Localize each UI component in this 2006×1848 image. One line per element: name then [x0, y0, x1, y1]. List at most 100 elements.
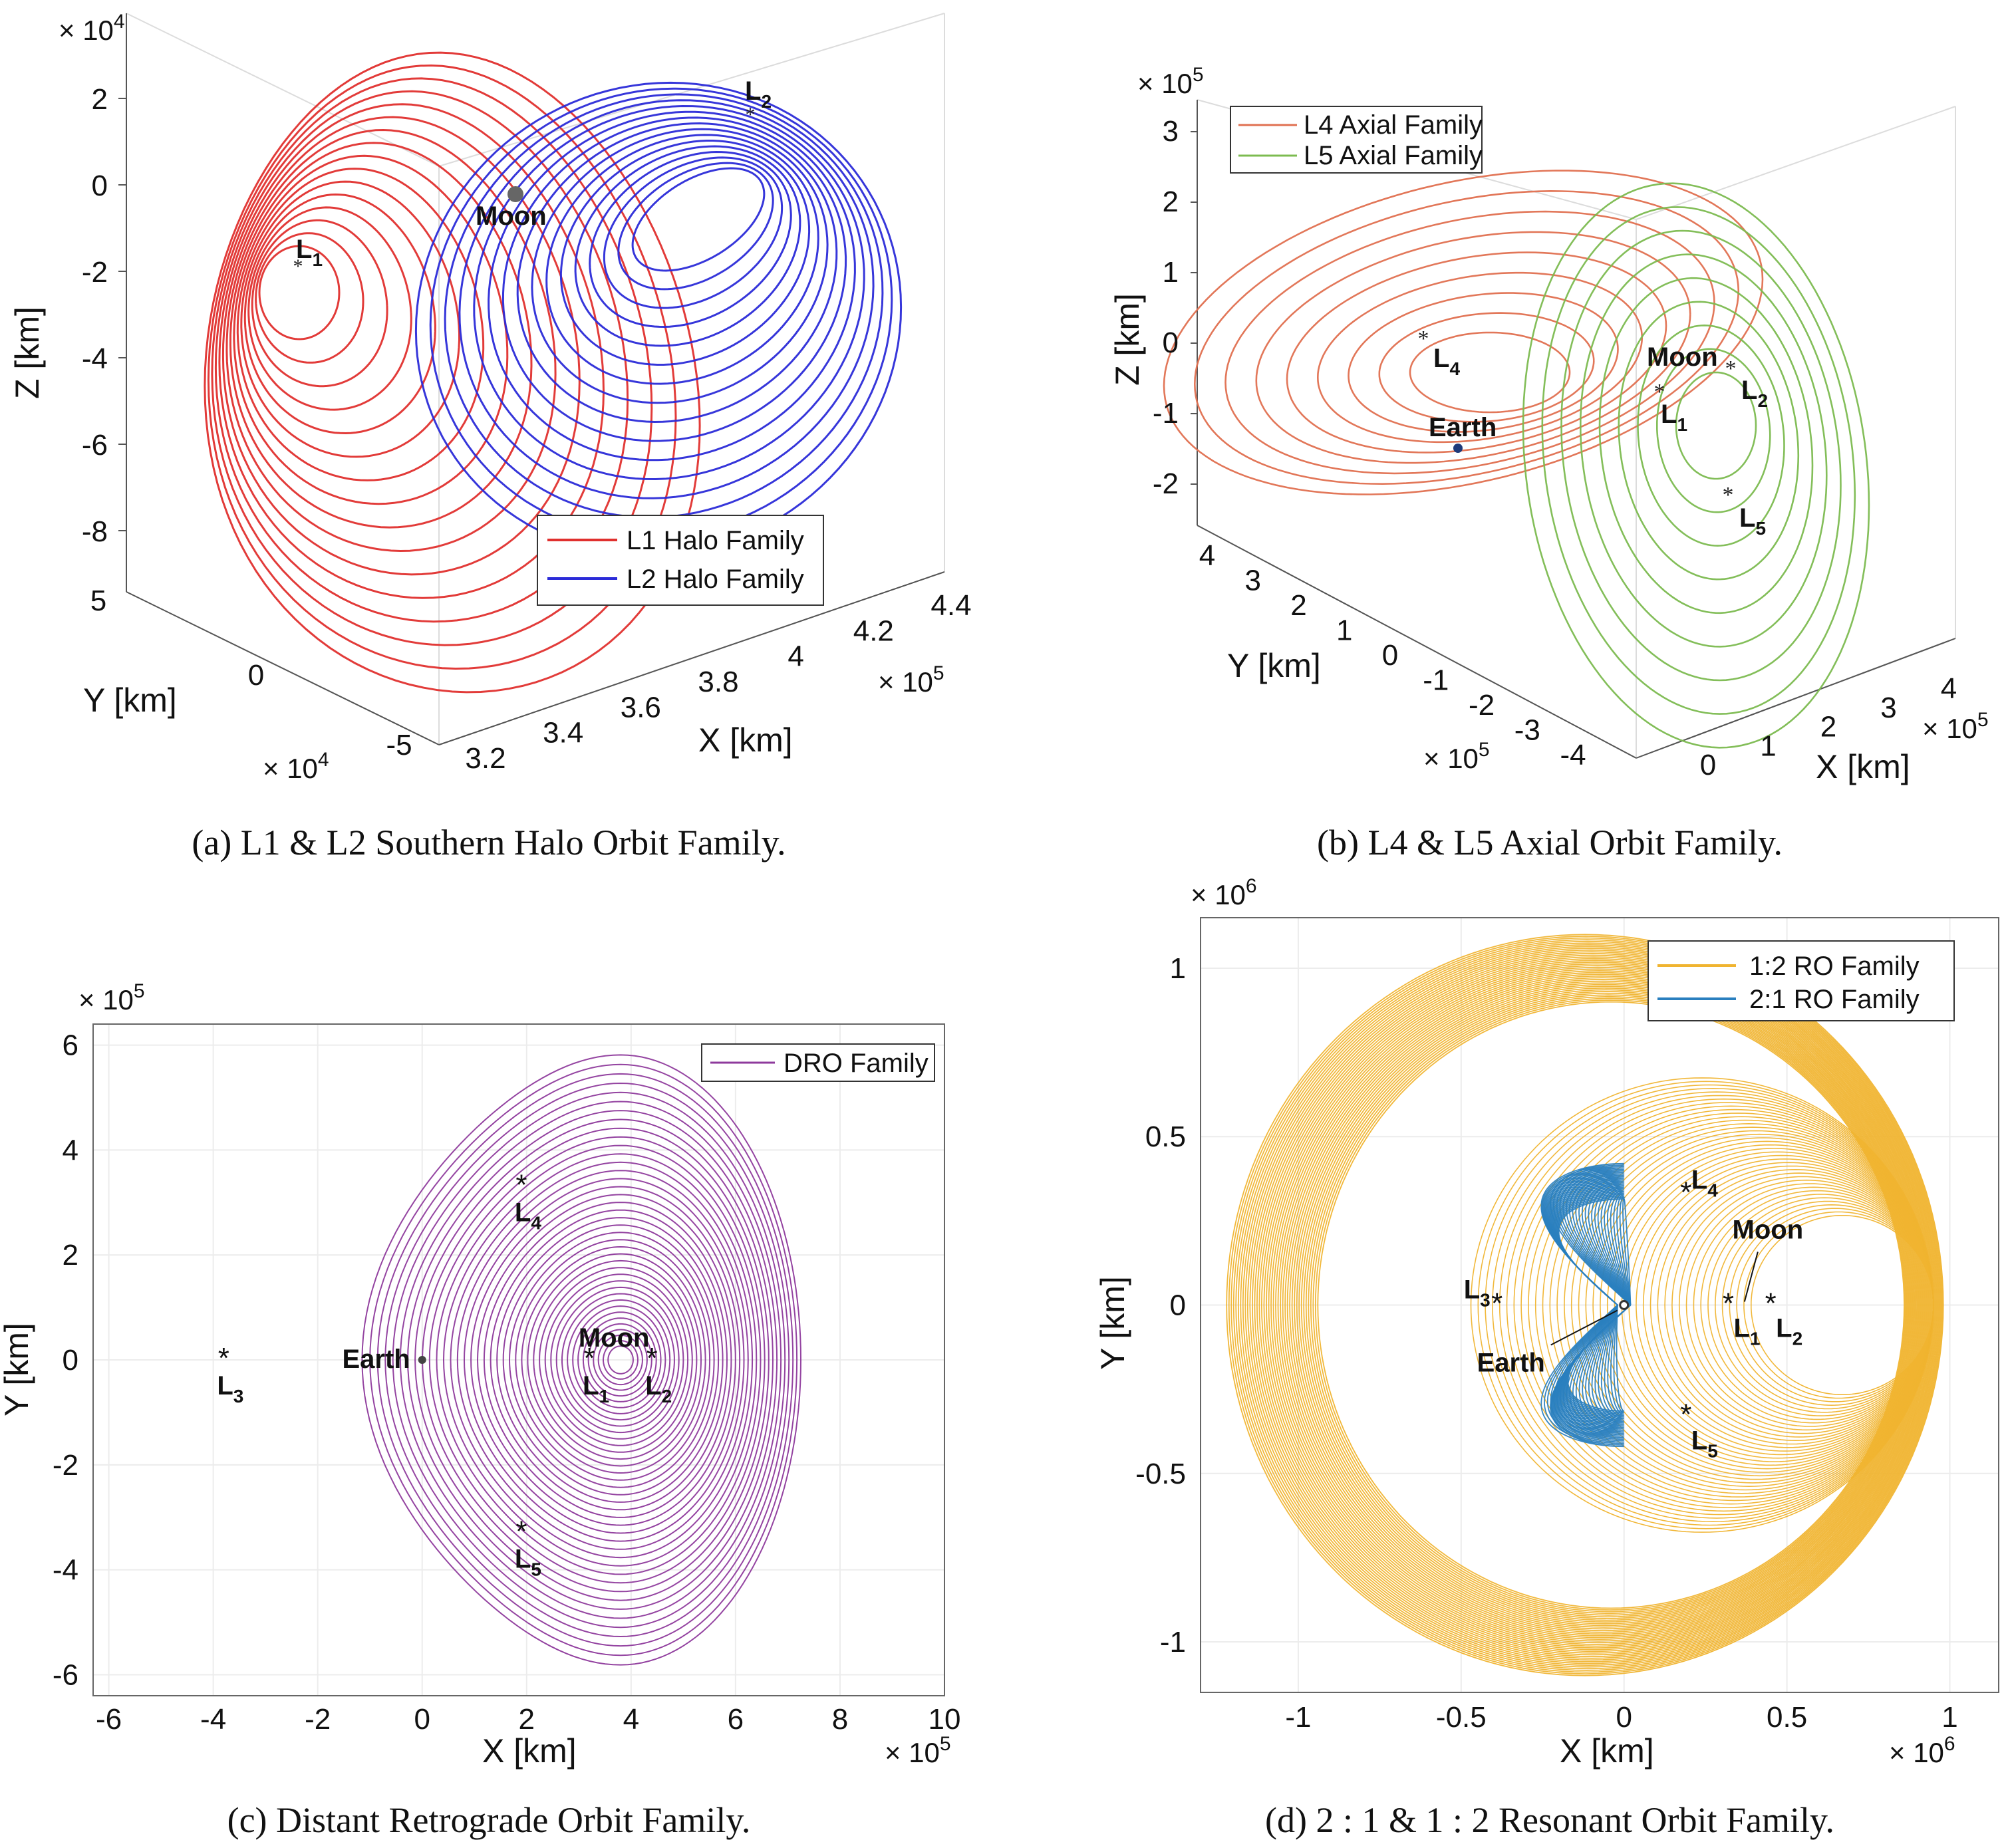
x-tick-label: -6 — [96, 1703, 122, 1736]
dro-orbit — [508, 1232, 715, 1488]
x-tick-label: 10 — [929, 1703, 961, 1736]
panel-a-legend: L1 Halo Family L2 Halo Family — [537, 515, 824, 606]
l2-halo-orbit — [488, 110, 856, 462]
dro-orbit — [577, 1311, 662, 1408]
l2-halo-orbit — [414, 81, 903, 557]
y-tick-label: -1 — [1423, 664, 1449, 697]
y-tick-label: -6 — [53, 1658, 78, 1691]
x-tick-label: 0.5 — [1767, 1701, 1807, 1734]
lagrange-label: L1 — [1733, 1314, 1760, 1349]
resonant-12-outer-orbit — [1284, 977, 1919, 1633]
dro-orbit — [407, 1110, 778, 1610]
dro-orbit — [539, 1267, 693, 1453]
y-tick-label: 4 — [63, 1134, 78, 1166]
panel-d-orbits — [1226, 934, 1944, 1676]
lagrange-label: L4 — [515, 1198, 541, 1234]
panel-b-legend: L4 Axial Family L5 Axial Family — [1230, 106, 1483, 174]
l4-axial-orbit — [1163, 170, 1764, 495]
resonant-12-inner-orbit — [1685, 1183, 1934, 1427]
panel-a-caption: (a) L1 & L2 Southern Halo Orbit Family. — [192, 823, 786, 862]
resonant-12-inner-orbit — [1751, 1215, 1934, 1395]
resonant-12-outer-orbit — [1305, 992, 1910, 1618]
l4-axial-orbit — [1224, 210, 1715, 475]
resonant-12-outer-orbit — [1314, 999, 1906, 1611]
lagrange-label: L5 — [1691, 1426, 1718, 1462]
x-tick-label: 3.4 — [543, 717, 583, 749]
resonant-12-inner-orbit — [1693, 1186, 1934, 1424]
l5-axial-orbit — [1637, 324, 1785, 547]
resonant-12-inner-orbit — [1657, 1168, 1934, 1442]
l4-axial-orbit — [1255, 231, 1691, 464]
l2-halo-orbit — [473, 104, 865, 481]
dro-orbit — [502, 1224, 720, 1496]
l2-halo-orbit — [516, 122, 838, 424]
dro-orbit — [607, 1345, 634, 1375]
panel-d-y-multiplier: × 106 — [1191, 875, 1257, 910]
z-tick-label: 2 — [92, 83, 108, 116]
panel-d-legend: 1:2 RO Family 2:1 RO Family — [1648, 940, 1955, 1021]
l2-halo-orbit — [603, 156, 784, 309]
panel-b-zlabel: Z [km] — [1109, 293, 1146, 386]
dro-orbit — [361, 1054, 801, 1666]
dro-orbit — [593, 1329, 648, 1391]
resonant-12-inner-orbit — [1606, 1144, 1934, 1466]
l2-halo-orbit — [429, 87, 893, 538]
panel-c-x-multiplier: × 105 — [885, 1733, 951, 1768]
dro-orbit — [463, 1178, 745, 1542]
lagrange-marker: * — [646, 1342, 658, 1375]
resonant-12-inner-orbit — [1642, 1162, 1934, 1448]
panel-a-points: L1 L2 Moon * * — [293, 76, 772, 277]
x-tick-label: 1 — [1760, 729, 1776, 762]
z-tick-label: -2 — [1153, 467, 1179, 500]
resonant-12-inner-orbit — [1513, 1098, 1934, 1512]
panel-b-l4-label: L4 — [1433, 344, 1460, 379]
panel-d-resonant: -1 -0.5 0 0.5 110.50-0.5-1 * L4*L5*L3 *L1*L2Mo… — [1094, 875, 1999, 1840]
panel-b-l1-marker: * — [1654, 380, 1665, 404]
y-tick-label: -4 — [53, 1554, 78, 1587]
resonant-12-inner-orbit — [1729, 1204, 1934, 1406]
panel-a-l1-label: L1 — [296, 235, 323, 270]
l4-axial-orbit — [1286, 251, 1667, 454]
resonant-12-inner-orbit — [1549, 1116, 1934, 1494]
panel-b-caption: (b) L4 & L5 Axial Orbit Family. — [1317, 823, 1783, 862]
resonant-12-inner-orbit — [1542, 1113, 1934, 1498]
resonant-12-inner-orbit — [1592, 1137, 1934, 1473]
panel-a-moon-marker — [507, 186, 523, 202]
l1-halo-orbit — [233, 154, 509, 505]
panel-a-moon-label: Moon — [476, 201, 547, 231]
l5-axial-orbit — [1541, 206, 1856, 715]
z-tick-label: 0 — [92, 170, 108, 202]
dro-orbit — [561, 1293, 675, 1427]
resonant-12-outer-orbit — [1303, 991, 1911, 1619]
panel-a-zlabel: Z [km] — [9, 307, 46, 399]
panel-a-grid — [126, 13, 945, 745]
l1-halo-orbit — [255, 232, 364, 364]
lagrange-label: L1 — [583, 1371, 609, 1406]
panel-d-ticks: -1 -0.5 0 0.5 1 1 0.5 0 -0.5 -1 — [1135, 952, 1958, 1734]
resonant-21-orbit — [1540, 1162, 1632, 1448]
y-tick-label: 2 — [1290, 589, 1306, 622]
panel-a-y-multiplier: × 104 — [263, 749, 329, 784]
dro-orbit — [399, 1101, 782, 1619]
y-tick-label: 5 — [90, 585, 106, 617]
resonant-12-inner-orbit — [1520, 1102, 1934, 1508]
panel-a-axes — [126, 13, 945, 745]
l5-axial-orbit — [1618, 301, 1800, 581]
y-tick-label: 0 — [1382, 639, 1398, 672]
panel-b-y-multiplier: × 105 — [1423, 739, 1490, 774]
dro-orbit — [450, 1161, 754, 1559]
l2-halo-orbit — [589, 150, 792, 329]
panel-b-moon-label: Moon — [1647, 342, 1718, 372]
l5-axial-orbit — [1560, 229, 1842, 682]
x-tick-label: -4 — [200, 1703, 226, 1736]
resonant-12-inner-orbit — [1636, 1158, 1934, 1452]
z-tick-label: 0 — [1163, 327, 1179, 359]
resonant-12-inner-orbit — [1614, 1148, 1934, 1462]
dro-orbit — [603, 1340, 639, 1380]
l1-halo-orbit — [218, 103, 605, 599]
y-tick-label: 6 — [63, 1029, 78, 1062]
resonant-12-inner-orbit — [1743, 1211, 1934, 1399]
